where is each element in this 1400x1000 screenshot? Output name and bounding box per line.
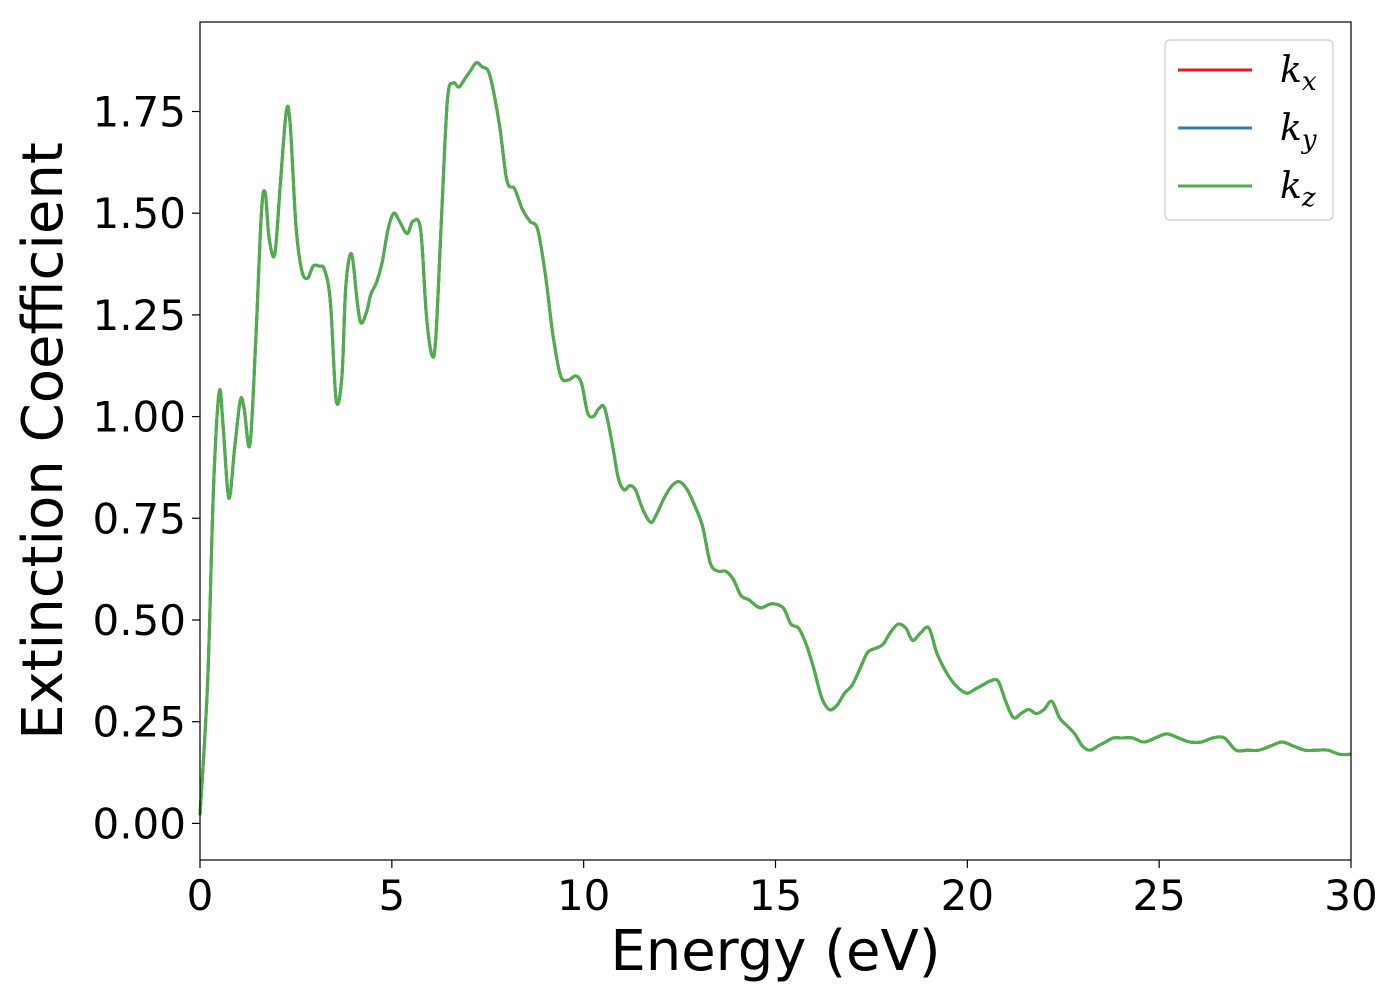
legend-box: [1164, 39, 1334, 221]
legend: kx ky kz: [1164, 39, 1334, 221]
x-tick-label: 10: [557, 871, 610, 920]
x-tick-label: 20: [941, 871, 994, 920]
legend-label-y: ky: [1280, 108, 1317, 155]
x-tick-label: 0: [187, 871, 214, 920]
y-tick-label: 1.25: [92, 291, 186, 340]
series-layer: [198, 61, 1352, 816]
x-tick-label: 25: [1132, 871, 1185, 920]
y-tick-label: 1.75: [92, 87, 186, 136]
y-tick-label: 1.50: [92, 189, 186, 238]
y-tick-label: 1.00: [92, 393, 186, 442]
y-axis-title: Extinction Coefficient: [11, 142, 76, 740]
y-tick-label: 0.00: [92, 799, 186, 848]
legend-label-x: kx: [1280, 50, 1317, 97]
x-tick-label: 5: [378, 871, 405, 920]
y-tick-label: 0.75: [92, 494, 186, 543]
y-axis: 0.00 0.25 0.50 0.75 1.00 1.25 1.50 1.75: [92, 87, 200, 848]
y-tick-label: 0.25: [92, 698, 186, 747]
x-axis-title: Energy (eV): [610, 919, 940, 984]
y-tick-label: 0.50: [92, 596, 186, 645]
x-tick-label: 30: [1324, 871, 1377, 920]
legend-label-z: kz: [1280, 166, 1316, 213]
x-tick-label: 15: [749, 871, 802, 920]
series-line-z: [198, 61, 1352, 816]
x-axis: 0 5 10 15 20 25 30: [187, 860, 1378, 920]
